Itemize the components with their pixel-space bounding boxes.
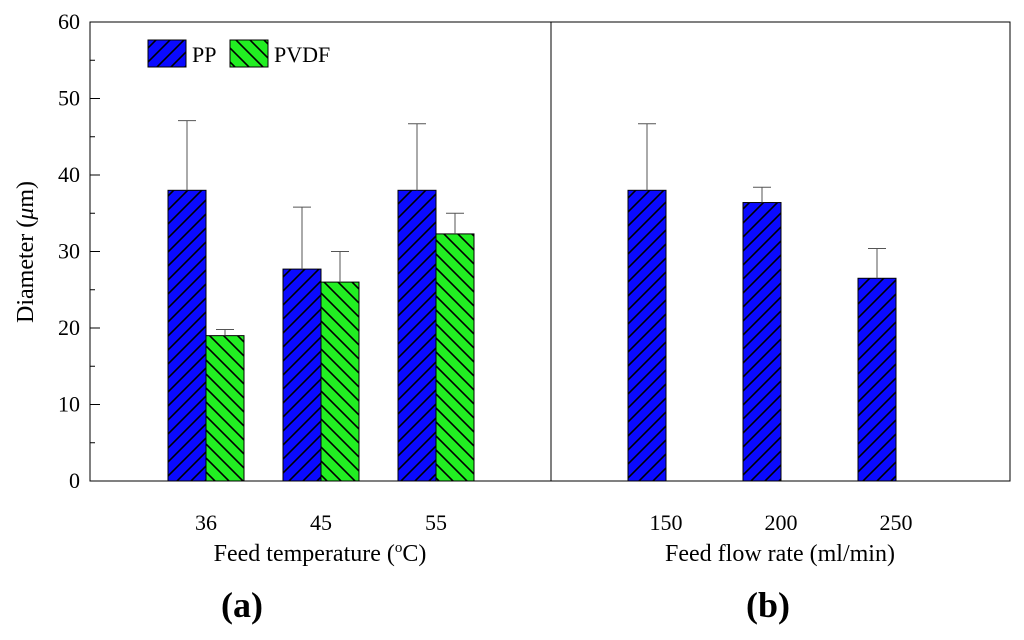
panel-label-a: (a) bbox=[221, 585, 263, 625]
y-tick-label: 60 bbox=[58, 9, 80, 34]
x-tick-label: 200 bbox=[765, 510, 798, 535]
y-tick-label: 40 bbox=[58, 162, 80, 187]
legend-swatch-pp bbox=[147, 39, 187, 68]
y-tick-label: 50 bbox=[58, 86, 80, 111]
x-tick-label: 55 bbox=[425, 510, 447, 535]
bar-pp bbox=[742, 202, 782, 482]
legend-swatch-pvdf bbox=[229, 39, 269, 68]
x-axis-title-a: Feed temperature (oC) bbox=[214, 540, 427, 567]
y-tick-label: 10 bbox=[58, 392, 80, 417]
x-tick-label: 150 bbox=[650, 510, 683, 535]
y-tick-label: 20 bbox=[58, 315, 80, 340]
bar-pvdf bbox=[435, 233, 475, 482]
x-axis: 36 45 55 150 200 250 bbox=[195, 471, 913, 535]
bar-pvdf bbox=[320, 281, 360, 482]
y-tick-label: 30 bbox=[58, 239, 80, 264]
bar-pp bbox=[627, 189, 667, 482]
y-axis: 0 10 20 30 40 50 60 bbox=[58, 9, 100, 493]
bars bbox=[167, 120, 897, 482]
legend: PP PVDF bbox=[147, 39, 330, 68]
x-tick-label: 45 bbox=[310, 510, 332, 535]
y-tick-label: 0 bbox=[69, 468, 80, 493]
y-axis-title: Diameter (μm) bbox=[13, 181, 39, 323]
panel-label-b: (b) bbox=[746, 585, 790, 625]
x-tick-label: 250 bbox=[880, 510, 913, 535]
legend-label-pp: PP bbox=[192, 42, 216, 67]
bar-pp bbox=[857, 277, 897, 482]
bar-pp bbox=[397, 189, 437, 482]
bar-pp bbox=[282, 268, 322, 482]
mu-symbol: μ bbox=[13, 208, 39, 221]
legend-label-pvdf: PVDF bbox=[274, 42, 330, 67]
bar-pp bbox=[167, 189, 207, 482]
bar-pvdf bbox=[205, 335, 245, 482]
x-tick-label: 36 bbox=[195, 510, 217, 535]
x-axis-title-b: Feed flow rate (ml/min) bbox=[665, 541, 895, 567]
